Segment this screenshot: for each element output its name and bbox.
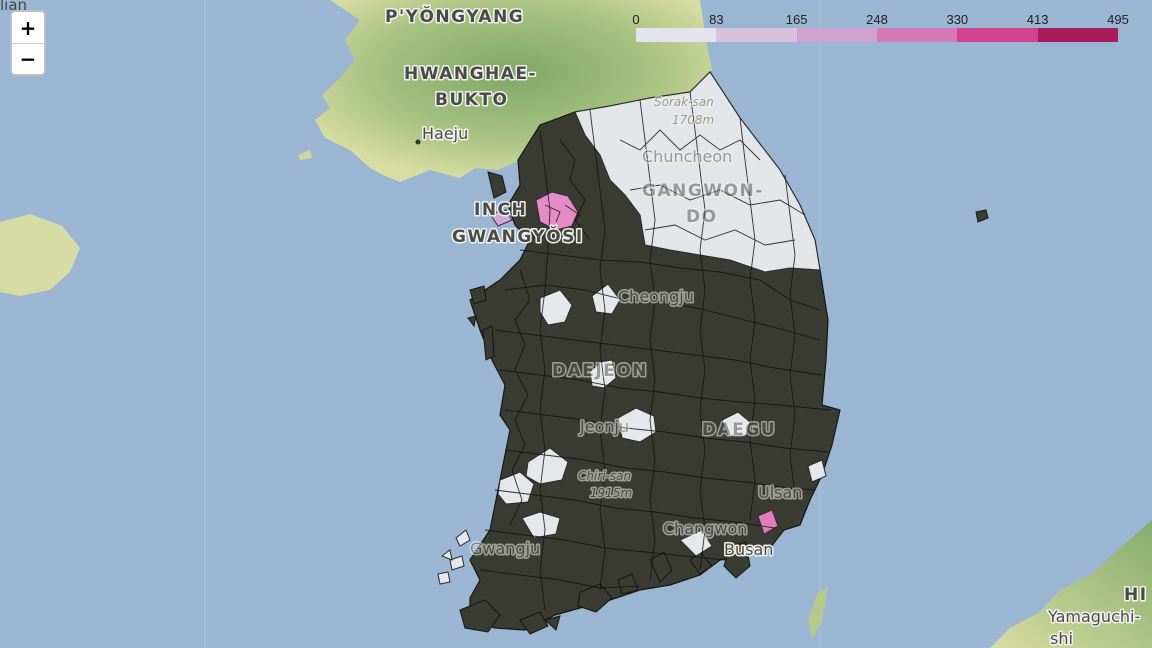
label-sorak-elev: 1708m [672,113,714,127]
label-hwanghae-2: BUKTO [435,90,508,110]
zoom-in-button[interactable]: + [12,12,44,43]
label-jeonju: Jeonju [579,417,629,436]
legend-swatch [716,28,797,42]
north-korea-landmass [315,0,712,182]
legend-swatch [957,28,1038,42]
legend-tick-label: 83 [709,12,724,27]
label-hiroshima-part: HI [1124,585,1148,605]
label-haeju: Haeju [422,124,468,143]
japan-island [808,588,828,640]
zoom-control: + − [10,10,46,76]
island-west [0,214,80,296]
label-daejeon: DAEJEON [552,361,648,381]
legend-tick-label: 165 [785,12,808,27]
label-daegu: DAEGU [702,420,776,440]
legend-color-bar [636,28,1118,42]
label-changwon: Changwon [663,519,747,538]
legend-tick-label: 413 [1026,12,1049,27]
label-hwanghae-1: HWANGHAE- [404,64,537,84]
legend-tick-label: 0 [632,12,640,27]
label-incheon-2: GWANGYŎSI [452,225,584,247]
label-gangwon-2: DO [686,207,718,227]
label-yamaguchi-2: shi [1050,629,1073,648]
legend-tick-label: 330 [946,12,969,27]
label-incheon-1: INCH [474,200,527,220]
legend-ticks: 0 83 165 248 330 413 495 [632,12,1128,27]
district-boundaries [479,91,831,611]
legend-swatch [1037,28,1118,42]
label-busan: Busan [724,540,773,559]
light-districts [437,283,827,585]
japan-landmass [990,520,1152,648]
label-ulsan: Ulsan [758,483,802,502]
legend-swatch [636,28,717,42]
label-gwangju: Gwangju [470,539,540,558]
label-yamaguchi-1: Yamaguchi- [1047,607,1140,626]
north-korea-coast-isle [298,150,312,160]
label-chiri: Chiri-san [578,469,631,483]
label-pyongyang: P'YŎNGYANG [385,5,524,27]
legend-swatch [796,28,877,42]
legend-tick-label: 495 [1107,12,1129,27]
label-chuncheon: Chuncheon [642,147,732,166]
gangwon-region [574,71,821,273]
haeju-dot [415,139,421,145]
label-chiri-elev: 1915m [590,486,632,500]
legend-tick-label: 248 [866,12,888,27]
label-cheongju: Cheongju [618,287,694,306]
map-labels: P'YŎNGYANG HWANGHAE- BUKTO Haeju INCH GW… [384,4,1148,648]
color-legend: 0 83 165 248 330 413 495 [632,12,1129,42]
label-gangwon-1: GANGWON- [642,181,764,201]
legend-swatch [876,28,958,42]
label-sorak: Sorak-san [654,95,714,109]
zoom-out-button[interactable]: − [12,43,44,74]
